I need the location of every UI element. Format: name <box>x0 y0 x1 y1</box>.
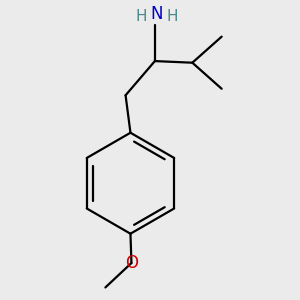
Text: O: O <box>125 254 138 272</box>
Text: N: N <box>150 5 163 23</box>
Text: H: H <box>166 9 178 24</box>
Text: H: H <box>136 9 147 24</box>
